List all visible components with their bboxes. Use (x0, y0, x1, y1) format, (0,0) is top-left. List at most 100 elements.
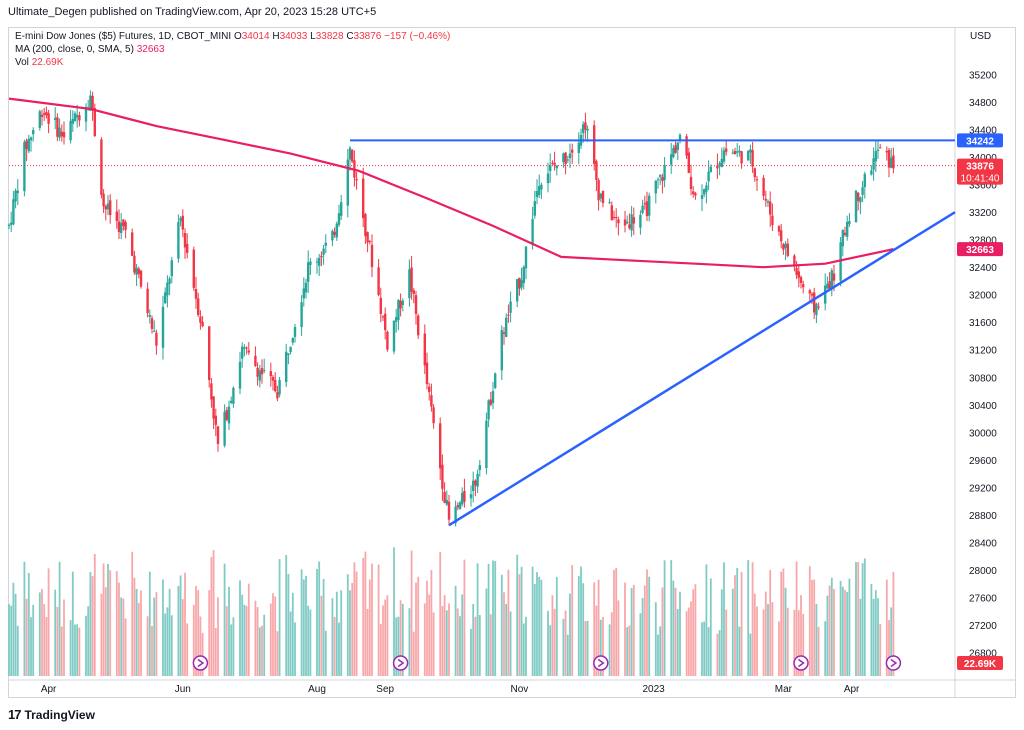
volume-bar (661, 587, 664, 676)
candle-body (487, 400, 490, 420)
volume-bar (731, 588, 734, 676)
candle-body (617, 219, 620, 224)
high-value: 34033 (279, 31, 308, 42)
volume-bar (223, 563, 226, 676)
candle-body (797, 271, 800, 278)
candle-body (764, 199, 767, 201)
vol-title[interactable]: Vol (15, 57, 29, 68)
candle-body (687, 152, 690, 174)
y-tick-label: 31200 (969, 346, 997, 357)
volume-bar (654, 602, 657, 676)
event-marker-icon[interactable] (885, 655, 902, 671)
volume-bar (536, 572, 538, 676)
candle-body (502, 332, 506, 334)
volume-bar (725, 609, 728, 676)
candle-body (458, 502, 462, 510)
candle-body (454, 506, 457, 524)
volume-bar (439, 551, 442, 676)
candle-body (874, 151, 877, 162)
candle-body (227, 406, 231, 424)
event-marker-icon[interactable] (192, 655, 209, 671)
candle-body (632, 217, 635, 224)
support-trendline[interactable] (448, 211, 956, 527)
candle-body (857, 192, 860, 201)
candle-body (137, 268, 140, 275)
volume-bar (78, 627, 81, 676)
candle-body (269, 371, 272, 377)
candle-body (362, 178, 365, 219)
volume-bar (76, 624, 79, 676)
volume-bar (241, 594, 244, 676)
candle-body (25, 140, 28, 149)
symbol-title[interactable]: E-mini Dow Jones ($5) Futures, 1D, CBOT_… (15, 31, 232, 42)
y-tick-label: 30800 (969, 373, 997, 384)
volume-bar (307, 605, 310, 676)
volume-bar (155, 592, 158, 676)
candle-body (177, 222, 180, 259)
candle-body (445, 499, 448, 505)
volume-bar (212, 550, 215, 676)
volume-bar (399, 600, 402, 676)
volume-bar (685, 611, 688, 676)
volume-bar (846, 592, 849, 676)
candle-body (784, 243, 787, 248)
candle-body (861, 187, 864, 195)
event-marker-icon[interactable] (593, 655, 609, 671)
candle-body (73, 113, 77, 122)
y-tick-label: 29600 (969, 456, 997, 467)
x-tick-label: Apr (844, 684, 860, 695)
candle-body (335, 223, 338, 238)
event-marker-icon[interactable] (392, 655, 409, 671)
volume-bar (478, 615, 481, 676)
volume-bar (555, 576, 558, 676)
chart-frame[interactable] (8, 27, 1016, 698)
candle-body (568, 153, 572, 159)
volume-bar (764, 591, 767, 676)
volume-bar (797, 610, 800, 676)
ma-title[interactable]: MA (200, close, 0, SMA, 5) (15, 44, 134, 55)
volume-bar (461, 594, 464, 676)
volume-bar (657, 634, 659, 676)
event-marker-icon[interactable] (793, 655, 809, 671)
candle-body (608, 202, 611, 204)
candle-body (155, 332, 158, 346)
volume-bar (430, 569, 433, 676)
tradingview-brand: TradingView (24, 707, 95, 722)
candle-body (333, 231, 336, 235)
candle-body (813, 292, 816, 313)
volume-bar (362, 557, 365, 676)
candle-body (146, 288, 149, 314)
ma-200-line[interactable] (8, 97, 894, 269)
volume-bar (320, 595, 323, 676)
volume-bar (184, 572, 186, 676)
volume-bar (217, 597, 219, 676)
event-arrow-icon (597, 658, 605, 668)
volume-bar (474, 616, 477, 676)
candle-body (494, 373, 497, 388)
tradingview-footer[interactable]: 17 TradingView (8, 707, 95, 722)
volume-bar (168, 588, 171, 676)
volume-bar (793, 609, 796, 676)
candle-body (736, 151, 739, 153)
candle-body (320, 255, 323, 258)
volume-bar (137, 602, 140, 676)
price-axis-label-bg (957, 242, 1003, 257)
volume-bar (679, 591, 681, 676)
candle-body (89, 95, 92, 111)
candle-body (628, 224, 631, 229)
candle-body (674, 145, 677, 153)
volume-bar (833, 589, 835, 676)
volume-bar (263, 614, 266, 676)
x-tick-label: Jun (175, 684, 191, 695)
candle-body (289, 346, 292, 353)
candle-body (428, 386, 431, 392)
low-value: 33828 (315, 31, 344, 42)
candle-body (181, 215, 184, 230)
volume-bar (615, 568, 618, 676)
volume-bar (613, 569, 615, 676)
candle-body (377, 267, 380, 296)
volume-bar (12, 582, 15, 676)
volume-bar (243, 604, 246, 676)
volume-bar (349, 590, 351, 676)
